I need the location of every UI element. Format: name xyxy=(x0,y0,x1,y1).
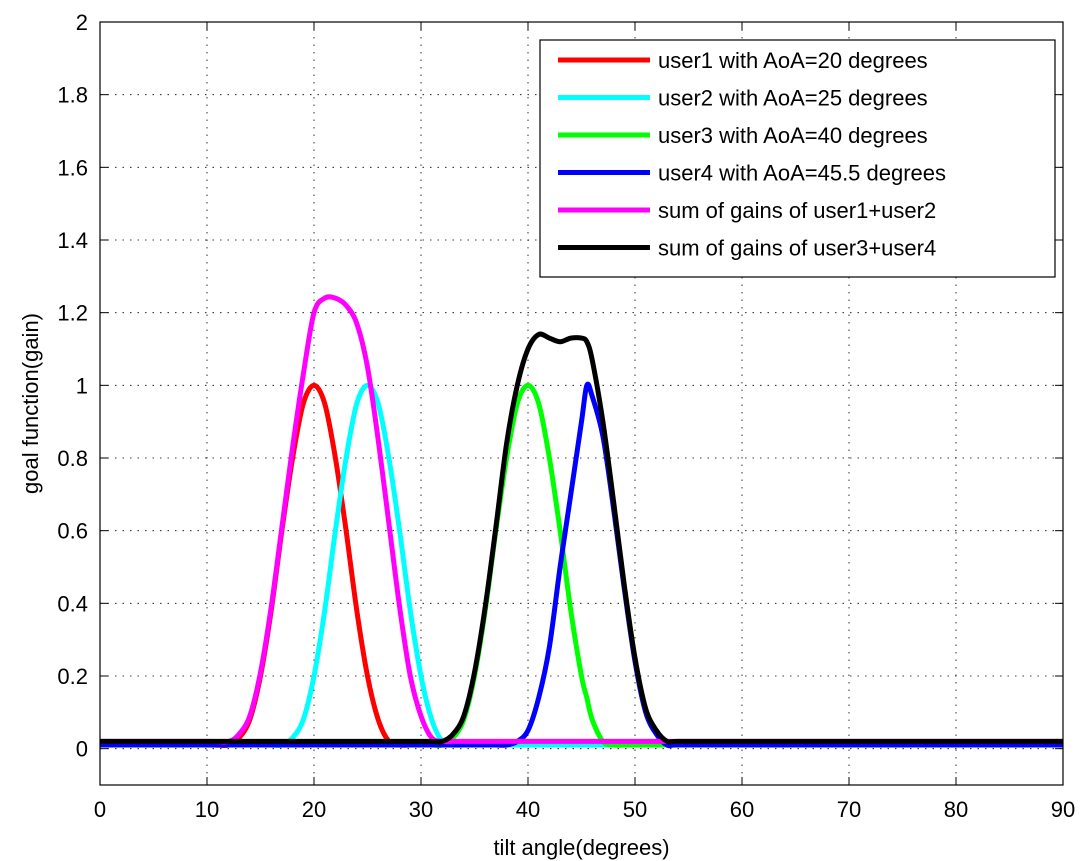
x-tick-label: 60 xyxy=(730,797,754,822)
x-tick-label: 40 xyxy=(516,797,540,822)
y-tick-label: 0.8 xyxy=(57,446,88,471)
x-tick-label: 50 xyxy=(623,797,647,822)
y-tick-label: 1.4 xyxy=(57,228,88,253)
legend-label: sum of gains of user1+user2 xyxy=(658,198,936,223)
x-tick-label: 80 xyxy=(944,797,968,822)
legend-label: user2 with AoA=25 degrees xyxy=(658,86,928,111)
legend-label: sum of gains of user3+user4 xyxy=(658,236,936,261)
x-tick-label: 20 xyxy=(302,797,326,822)
x-axis-label: tilt angle(degrees) xyxy=(493,835,669,860)
x-tick-label: 90 xyxy=(1051,797,1075,822)
y-axis-label: goal function(gain) xyxy=(18,313,43,494)
y-tick-label: 0 xyxy=(76,737,88,762)
legend-label: user4 with AoA=45.5 degrees xyxy=(658,161,946,186)
x-tick-label: 70 xyxy=(837,797,861,822)
legend-label: user1 with AoA=20 degrees xyxy=(658,48,928,73)
y-tick-label: 0.2 xyxy=(57,664,88,689)
plot-frame xyxy=(99,21,1064,786)
axis-ticks: 0 10 20 30 40 50 60 70 80 90 0 0.2 0.4 0.6 0.8 1 1.2 1.4 1… xyxy=(57,10,1075,822)
x-tick-label: 10 xyxy=(195,797,219,822)
x-tick-label: 0 xyxy=(94,797,106,822)
y-tick-label: 1.2 xyxy=(57,301,88,326)
y-tick-label: 0.4 xyxy=(57,591,88,616)
legend-label: user3 with AoA=40 degrees xyxy=(658,123,928,148)
x-tick-label: 30 xyxy=(409,797,433,822)
legend: user1 with AoA=20 degrees user2 with AoA=… xyxy=(539,39,1056,278)
y-tick-label: 2 xyxy=(76,10,88,35)
legend-box xyxy=(539,39,1056,278)
series-line-5 xyxy=(100,294,1063,745)
y-tick-label: 1 xyxy=(76,373,88,398)
series-line-6 xyxy=(100,331,1063,745)
y-tick-label: 1.8 xyxy=(57,83,88,108)
y-tick-label: 1.6 xyxy=(57,155,88,180)
y-tick-label: 0.6 xyxy=(57,519,88,544)
series-lines xyxy=(100,294,1063,749)
